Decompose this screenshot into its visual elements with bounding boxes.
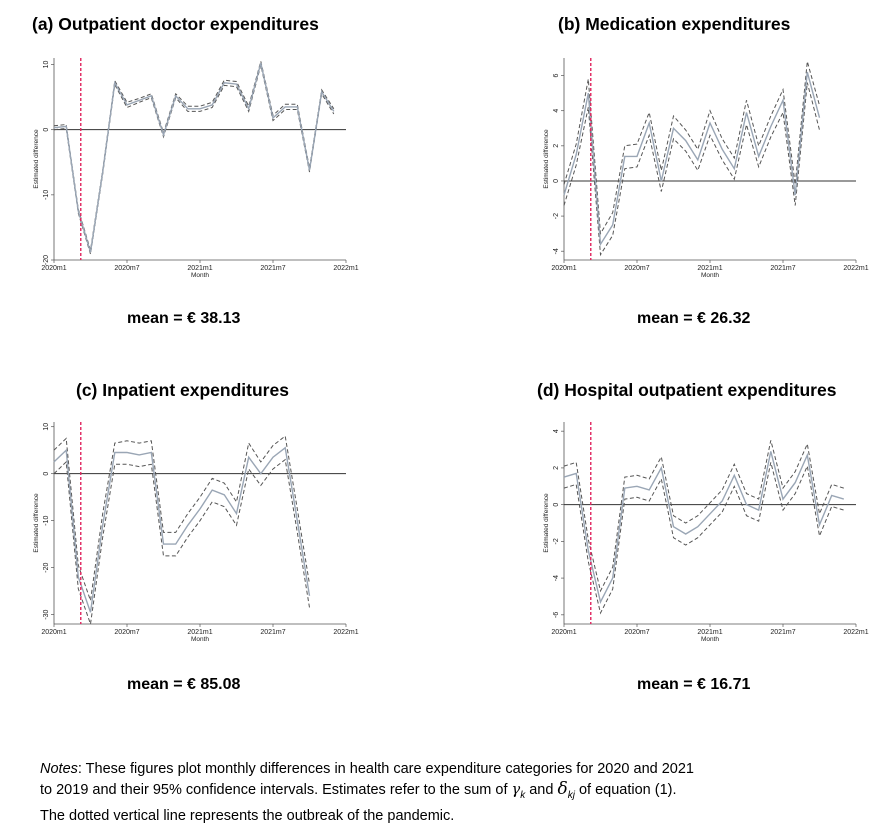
x-tick-label: 2022m1 — [843, 265, 868, 272]
x-axis-title: Month — [191, 636, 209, 643]
y-tick-label: 0 — [553, 179, 560, 183]
gamma-symbol: γ — [511, 782, 521, 798]
panel-b-mean: mean = € 26.32 — [637, 310, 751, 327]
x-tick-label: 2020m1 — [551, 265, 576, 272]
y-tick-label: 2 — [553, 466, 560, 470]
x-tick-label: 2021m1 — [697, 265, 722, 272]
x-axis-title: Month — [191, 272, 209, 279]
series-estimate — [53, 63, 335, 253]
y-axis-title: Estimated difference — [33, 493, 40, 553]
x-tick-label: 2021m7 — [260, 265, 285, 272]
y-axis-title: Estimated difference — [543, 129, 550, 189]
series-ci-lower — [53, 458, 310, 625]
series-estimate — [563, 71, 821, 247]
notes-line-2a: to 2019 and their 95% confidence interva… — [40, 782, 512, 798]
delta-symbol: δ — [557, 779, 568, 799]
x-tick-label: 2020m1 — [41, 629, 66, 636]
x-tick-label: 2021m1 — [697, 629, 722, 636]
panel-c-mean: mean = € 85.08 — [127, 676, 241, 693]
notes-line-3: The dotted vertical line represents the … — [40, 807, 455, 824]
y-tick-label: 10 — [43, 61, 50, 69]
series-ci-lower — [53, 65, 335, 255]
x-tick-label: 2021m1 — [187, 629, 212, 636]
series-ci-upper — [563, 440, 844, 593]
y-tick-label: -4 — [553, 575, 560, 581]
panel-a-title: (a) Outpatient doctor expenditures — [32, 14, 319, 34]
series-ci-lower — [563, 462, 844, 615]
x-tick-label: 2020m7 — [624, 629, 649, 636]
y-tick-label: 4 — [553, 429, 560, 433]
x-tick-label: 2021m1 — [187, 265, 212, 272]
y-tick-label: -4 — [553, 248, 560, 254]
y-tick-label: 0 — [43, 472, 50, 476]
gamma-subscript: k — [520, 789, 526, 801]
y-tick-label: 2 — [553, 144, 560, 148]
notes-label: Notes — [40, 761, 78, 777]
y-tick-label: -10 — [43, 190, 50, 200]
notes-line-2b: of equation (1). — [574, 782, 677, 798]
y-tick-label: -2 — [553, 213, 560, 219]
notes-and: and — [525, 782, 558, 798]
panel-d-chart: 4 2 0 -2 -4 -6 2020m1 2020m7 2021m1 2021m7 2022m1 M… — [543, 422, 869, 643]
x-tick-label: 2020m7 — [624, 265, 649, 272]
panel-a-mean: mean = € 38.13 — [127, 310, 241, 327]
x-tick-label: 2022m1 — [333, 629, 358, 636]
y-tick-label: 6 — [553, 74, 560, 78]
x-tick-label: 2022m1 — [843, 629, 868, 636]
series-ci-upper — [563, 61, 820, 236]
panel-c-chart: 10 0 -10 -20 -30 2020m1 2020m7 2021m1 2021m7 2022… — [33, 422, 359, 643]
x-tick-label: 2021m7 — [770, 629, 795, 636]
notes-line-1: Notes: These figures plot monthly differ… — [40, 759, 870, 779]
notes-line-1-text: : These figures plot monthly differences… — [77, 761, 694, 777]
y-tick-label: 0 — [553, 503, 560, 507]
x-axis-title: Month — [701, 272, 719, 279]
y-tick-label: 10 — [43, 423, 50, 431]
x-tick-label: 2020m1 — [41, 265, 66, 272]
panel-c-title: (c) Inpatient expenditures — [76, 380, 289, 400]
panel-d-mean: mean = € 16.71 — [637, 676, 751, 693]
y-tick-label: -2 — [553, 538, 560, 544]
y-tick-label: -20 — [43, 255, 50, 265]
x-tick-label: 2021m7 — [770, 265, 795, 272]
figure-notes: Notes: These figures plot monthly differ… — [40, 759, 870, 826]
panel-b-chart: 6 4 2 0 -2 -4 2020m1 2020m7 2021m1 2021m7 2022m1 Mo… — [543, 58, 869, 279]
delta-subscript: kj — [567, 789, 575, 801]
y-tick-label: -10 — [43, 515, 50, 525]
y-tick-label: -30 — [43, 609, 50, 619]
x-tick-label: 2020m1 — [551, 629, 576, 636]
y-axis-title: Estimated difference — [33, 129, 40, 189]
x-tick-label: 2022m1 — [333, 265, 358, 272]
x-tick-label: 2020m7 — [114, 629, 139, 636]
x-tick-label: 2021m7 — [260, 629, 285, 636]
series-estimate — [563, 451, 844, 605]
y-tick-label: -20 — [43, 562, 50, 572]
notes-line-2: to 2019 and their 95% confidence interva… — [40, 779, 870, 806]
panel-b-title: (b) Medication expenditures — [558, 14, 791, 34]
y-tick-label: 0 — [43, 128, 50, 132]
x-tick-label: 2020m7 — [114, 265, 139, 272]
y-tick-label: -6 — [553, 612, 560, 618]
panel-d-title: (d) Hospital outpatient expenditures — [537, 380, 837, 400]
series-ci-lower — [563, 82, 820, 257]
y-axis-title: Estimated difference — [543, 493, 550, 553]
x-axis-title: Month — [701, 636, 719, 643]
y-tick-label: 4 — [553, 109, 560, 113]
series-ci-upper — [53, 61, 335, 251]
series-estimate — [53, 446, 311, 613]
